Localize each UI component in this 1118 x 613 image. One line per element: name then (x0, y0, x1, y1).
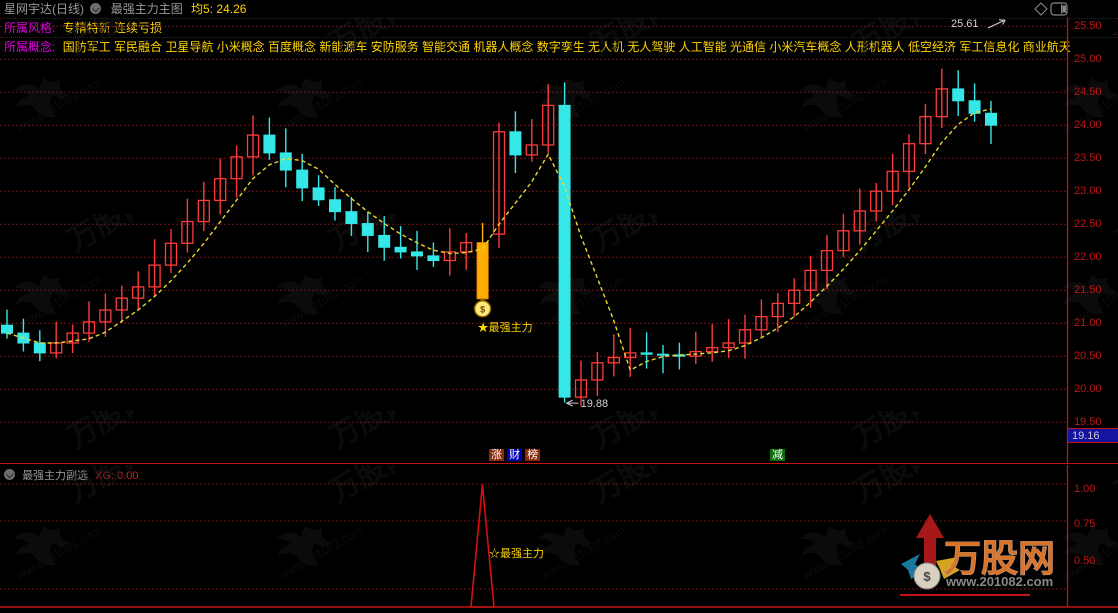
svg-text:万股网: 万股网 (944, 538, 1055, 579)
svg-text:☆最强主力: ☆最强主力 (489, 547, 544, 560)
svg-text:www.201082.com: www.201082.com (945, 574, 1053, 589)
svg-text:$: $ (923, 569, 931, 584)
